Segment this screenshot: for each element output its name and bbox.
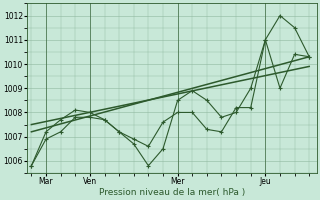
X-axis label: Pression niveau de la mer( hPa ): Pression niveau de la mer( hPa ) xyxy=(99,188,245,197)
